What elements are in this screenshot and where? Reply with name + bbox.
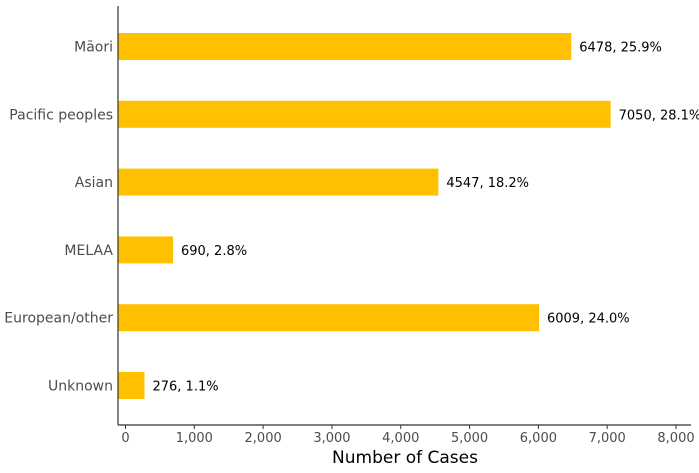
bar xyxy=(118,304,539,332)
bar xyxy=(118,372,145,399)
x-tick-label: 3,000 xyxy=(313,431,350,446)
data-label: 6009, 24.0% xyxy=(547,312,630,327)
x-axis-ticks: 0 1,000 2,000 3,000 4,000 5,000 6,000 7,000 8,00… xyxy=(121,425,695,446)
x-tick-label: 2,000 xyxy=(245,431,282,446)
category-label: MELAA xyxy=(64,243,113,259)
bar xyxy=(118,100,611,128)
data-label: 690, 2.8% xyxy=(181,244,247,259)
category-label: European/other xyxy=(4,311,113,327)
bar xyxy=(118,168,439,196)
data-label: 4547, 18.2% xyxy=(446,176,529,191)
x-tick-label: 6,000 xyxy=(520,431,557,446)
category-label: Unknown xyxy=(48,379,113,395)
x-tick-label: 7,000 xyxy=(589,431,626,446)
x-tick-label: 5,000 xyxy=(451,431,488,446)
data-label: 276, 1.1% xyxy=(152,380,218,395)
x-tick-label: 8,000 xyxy=(657,431,694,446)
data-labels: 6478, 25.9% 7050, 28.1% 4547, 18.2% 690, 2.… xyxy=(152,41,699,395)
bars-group xyxy=(118,33,611,399)
x-axis-title: Number of Cases xyxy=(332,448,478,468)
x-tick-label: 1,000 xyxy=(176,431,213,446)
category-label: Pacific peoples xyxy=(9,107,113,123)
category-label: Māori xyxy=(74,40,113,56)
x-tick-label: 4,000 xyxy=(382,431,419,446)
category-labels: Māori Pacific peoples Asian MELAA European/o… xyxy=(4,40,113,395)
bar xyxy=(118,33,572,60)
bar xyxy=(118,236,173,264)
category-label: Asian xyxy=(75,175,113,191)
x-tick-label: 0 xyxy=(121,431,129,446)
data-label: 6478, 25.9% xyxy=(579,41,662,56)
data-label: 7050, 28.1% xyxy=(619,108,699,123)
